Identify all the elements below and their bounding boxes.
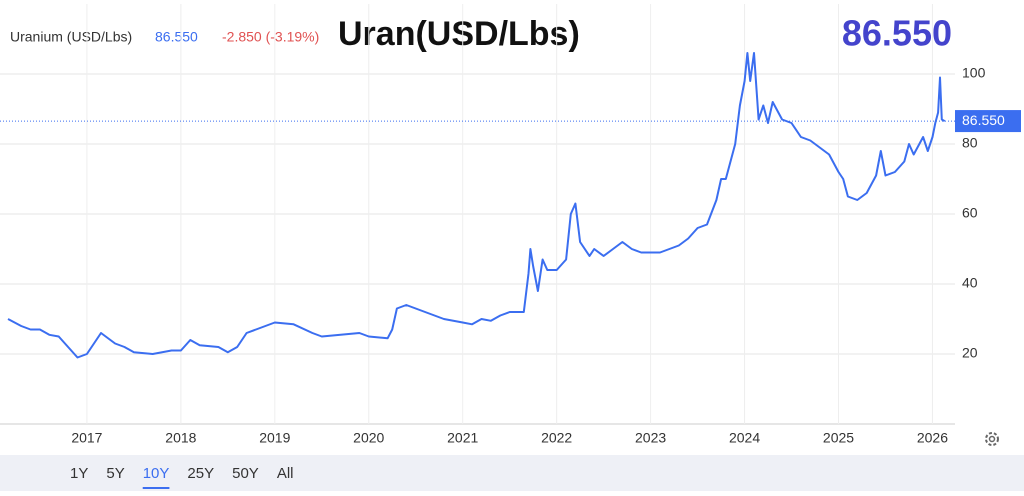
range-button[interactable]: All <box>277 465 294 482</box>
x-tick-label: 2017 <box>71 430 102 446</box>
x-tick-label: 2022 <box>541 430 572 446</box>
price: 86.550 <box>155 29 198 45</box>
last-price-box <box>955 110 1021 133</box>
x-tick-label: 2020 <box>353 430 384 446</box>
price-line <box>7 52 946 359</box>
x-tick-label: 2023 <box>635 430 666 446</box>
x-tick-label: 2025 <box>823 430 854 446</box>
range-button[interactable]: 5Y <box>106 465 124 482</box>
y-tick-label: 20 <box>962 345 978 361</box>
y-tick-label: 40 <box>962 275 978 291</box>
settings-icon[interactable] <box>985 432 999 446</box>
range-button[interactable]: 1Y <box>70 465 88 482</box>
chart-title: Uran(USD/Lbs) <box>338 15 580 53</box>
y-tick-label: 80 <box>962 135 978 151</box>
instrument: Uranium (USD/Lbs) <box>10 29 132 45</box>
x-tick-label: 2024 <box>729 430 760 446</box>
range-bar <box>0 455 1024 491</box>
range-button[interactable]: 10Y <box>143 465 170 482</box>
x-tick-label: 2021 <box>447 430 478 446</box>
change: -2.850 (-3.19%) <box>222 29 319 45</box>
x-tick-label: 2019 <box>259 430 290 446</box>
range-button[interactable]: 50Y <box>232 465 259 482</box>
x-tick-label: 2018 <box>165 430 196 446</box>
y-tick-label: 100 <box>962 65 986 81</box>
x-tick-label: 2026 <box>917 430 948 446</box>
range-button[interactable]: 25Y <box>187 465 214 482</box>
big-price: 86.550 <box>842 13 952 54</box>
last-price-label: 86.550 <box>962 112 1005 128</box>
y-tick-label: 60 <box>962 205 978 221</box>
